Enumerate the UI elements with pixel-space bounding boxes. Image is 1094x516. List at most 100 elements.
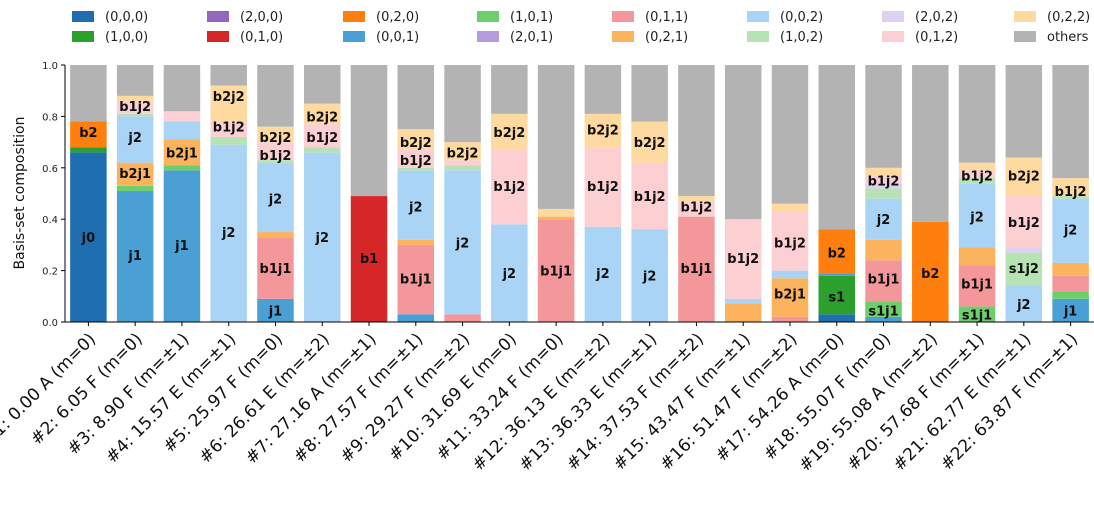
segment-label: b1j2 bbox=[1008, 216, 1040, 231]
bar-segment bbox=[444, 160, 481, 166]
legend-item: (2,0,1) bbox=[477, 30, 553, 45]
legend: (0,0,0) (1,0,0) (2,0,0) (0,1,0) (0,2,0) (0,0,… bbox=[72, 10, 1090, 45]
bar-segment bbox=[397, 129, 435, 150]
bar-segment bbox=[1005, 286, 1043, 322]
bar-segment bbox=[491, 65, 528, 114]
bar-stack: j1 b2j1 j2 b1j2 bbox=[116, 65, 154, 322]
segment-label: b2 bbox=[921, 267, 939, 282]
bar-segment bbox=[304, 147, 341, 153]
bar-segment bbox=[116, 113, 154, 117]
bar-stack: b1j1 j2 b1j2 b2j2 bbox=[397, 65, 435, 322]
bar-segment bbox=[116, 162, 154, 186]
legend-label: (0,1,2) bbox=[915, 30, 958, 45]
bar-stack: j1 b1j1 j2 b1j2 b2j2 bbox=[257, 65, 294, 322]
bar-stack: b2 bbox=[912, 65, 949, 322]
bar-segment bbox=[724, 219, 762, 299]
segment-label: j2 bbox=[595, 267, 610, 282]
legend-swatch bbox=[612, 31, 634, 42]
bar-segment bbox=[865, 198, 902, 240]
bar-segment bbox=[491, 224, 528, 322]
bar-segment bbox=[537, 208, 575, 217]
segment-label: b1j2 bbox=[727, 252, 759, 267]
segment-label: j1 bbox=[268, 304, 283, 319]
bar-segment bbox=[257, 65, 294, 127]
bar-segment bbox=[631, 121, 668, 163]
segment-label: b2j2 bbox=[400, 136, 432, 151]
bar-segment bbox=[1052, 291, 1089, 299]
bar-segment bbox=[1005, 196, 1043, 248]
legend-swatch bbox=[207, 31, 229, 42]
bar-segment bbox=[631, 65, 668, 122]
x-axis: #1: 0.00 A (m=0)#2: 6.05 F (m=0)#3: 8.90… bbox=[0, 321, 1094, 476]
bar-segment bbox=[210, 144, 247, 322]
bar-stack: b2j1 b1j2 bbox=[771, 65, 809, 322]
bar-segment bbox=[537, 65, 575, 209]
segment-label: b2j2 bbox=[587, 123, 619, 138]
segment-label: b2j2 bbox=[634, 136, 666, 151]
segment-label: b1j2 bbox=[260, 149, 292, 164]
legend-item: (1,0,1) bbox=[477, 10, 553, 25]
legend-item: (0,2,2) bbox=[1014, 10, 1090, 25]
bar-segment bbox=[818, 273, 855, 276]
bar-segment bbox=[304, 103, 341, 125]
legend-label: (2,0,2) bbox=[915, 10, 958, 25]
legend-label: (0,2,2) bbox=[1047, 10, 1090, 25]
bar-segment bbox=[163, 121, 201, 140]
bar-stack: j2 b1j2 b2j2 bbox=[304, 65, 341, 322]
bar-segment bbox=[724, 304, 762, 322]
bar-segment bbox=[210, 121, 247, 137]
bar-segment bbox=[397, 167, 435, 171]
segment-label: b2 bbox=[828, 247, 846, 262]
segment-label: s1j2 bbox=[1009, 262, 1039, 277]
bar-segment bbox=[771, 270, 809, 279]
legend-swatch bbox=[477, 11, 499, 22]
segment-label: b1j2 bbox=[493, 180, 525, 195]
bar-segment bbox=[163, 170, 201, 322]
segment-label: b1j1 bbox=[260, 262, 292, 277]
bar-segment bbox=[397, 65, 435, 130]
legend-swatch bbox=[343, 11, 365, 22]
segment-label: s1j1 bbox=[962, 308, 992, 323]
bar-segment bbox=[865, 167, 902, 176]
bar-segment bbox=[1005, 65, 1043, 158]
segment-label: b1j2 bbox=[1055, 185, 1087, 200]
bar-segment bbox=[771, 211, 809, 271]
bar-segment bbox=[257, 237, 294, 299]
legend-swatch bbox=[747, 31, 769, 42]
segment-label: b1j1 bbox=[868, 272, 900, 287]
bar-segment bbox=[116, 190, 154, 322]
bar-segment bbox=[70, 152, 107, 322]
segment-label: j1 bbox=[127, 249, 142, 264]
bar-segment bbox=[444, 65, 481, 143]
bar-segment bbox=[865, 188, 902, 199]
segment-label: s1j1 bbox=[868, 304, 898, 319]
bar-segment bbox=[210, 136, 247, 145]
bar-stack: j2 b2j2 bbox=[444, 65, 481, 322]
bar-stack: s1 b2 bbox=[818, 65, 855, 322]
segment-label: j2 bbox=[127, 131, 142, 146]
bar-segment bbox=[257, 126, 294, 143]
y-axis-label: Basis-set composition bbox=[12, 117, 28, 270]
bar-segment bbox=[350, 196, 388, 322]
legend-swatch bbox=[72, 31, 94, 42]
bar-segment bbox=[724, 298, 762, 305]
plot-area: j0b2j1b2j1j2b1j2j1b2j1j2b1j2b2j2j1b1j1j2… bbox=[70, 65, 1089, 323]
bar-segment bbox=[397, 244, 435, 315]
bar-segment bbox=[1052, 178, 1089, 197]
legend-item: (1,0,2) bbox=[747, 30, 823, 45]
segment-label: b2j2 bbox=[447, 146, 479, 161]
y-tick-label: 0.8 bbox=[42, 112, 58, 123]
legend-item: (2,0,2) bbox=[882, 10, 958, 25]
segment-label: b2j1 bbox=[166, 146, 198, 161]
bar-segment bbox=[444, 142, 481, 161]
y-axis: 0.0 0.2 0.4 0.6 0.8 1.0 bbox=[42, 61, 66, 329]
legend-swatch bbox=[477, 31, 499, 42]
legend-swatch bbox=[747, 11, 769, 22]
bar-segment bbox=[491, 149, 528, 225]
bar-stack: j2 b1j2 b2j2 bbox=[491, 65, 528, 322]
segment-label: j2 bbox=[221, 226, 236, 241]
legend-swatch bbox=[882, 11, 904, 22]
legend-swatch bbox=[882, 31, 904, 42]
bar-segment bbox=[116, 100, 154, 114]
